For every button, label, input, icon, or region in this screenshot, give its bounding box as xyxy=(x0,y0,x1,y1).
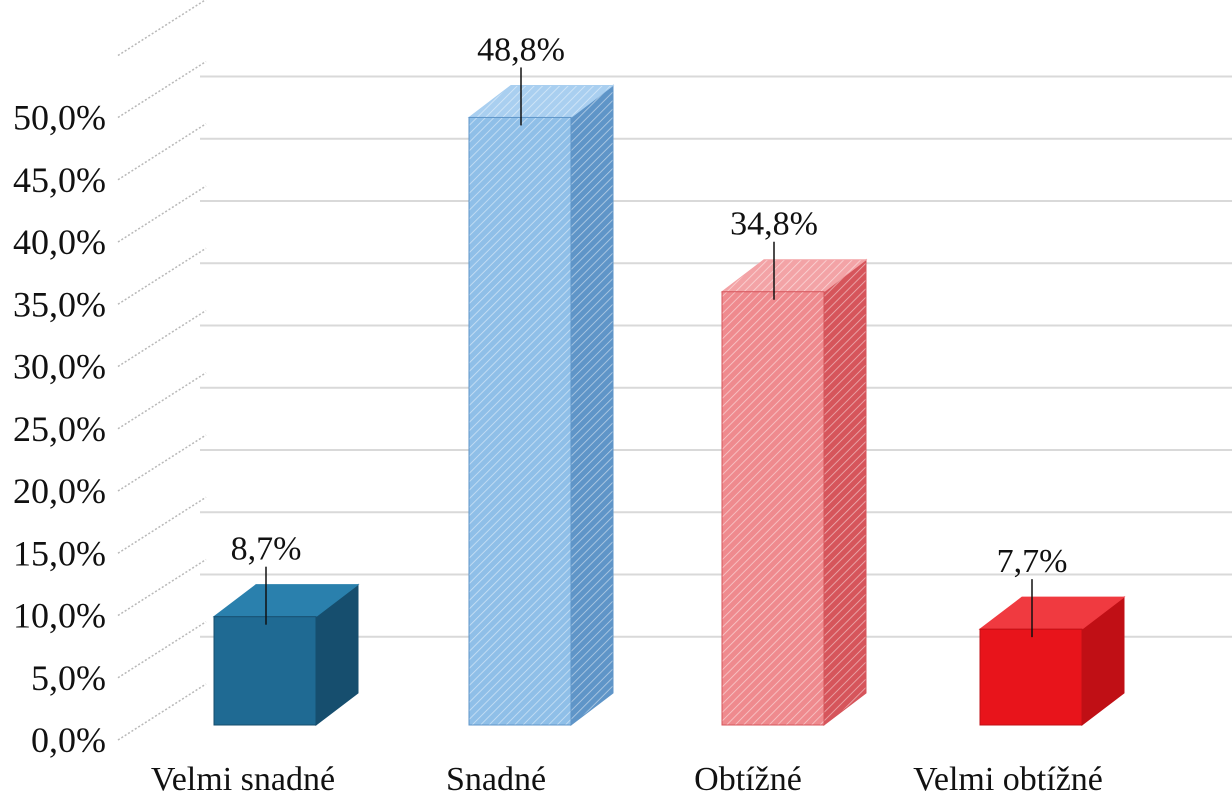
x-category-label: Velmi snadné xyxy=(151,761,335,798)
y-tick-label: 0,0% xyxy=(31,720,106,760)
x-axis-labels: Velmi snadné Snadné Obtížné Velmi obtížné xyxy=(151,761,1103,798)
y-tick-mark xyxy=(117,372,207,430)
bar-velmi-snadné: 8,7% xyxy=(212,531,360,727)
bar-front-face xyxy=(213,616,317,726)
bar-side-face xyxy=(823,258,867,727)
bar-snadné: 48,8% xyxy=(467,31,615,727)
y-tick-mark xyxy=(117,434,207,492)
data-label: 7,7% xyxy=(997,543,1068,580)
x-category-label: Snadné xyxy=(446,761,546,798)
y-tick-mark xyxy=(117,247,207,305)
y-tick-mark xyxy=(117,309,207,368)
y-tick-label: 40,0% xyxy=(13,222,106,262)
bar-front-face xyxy=(721,291,825,726)
bars: 8,7% 48,8% 34,8% 7,7% xyxy=(212,31,1126,727)
y-tick-label: 5,0% xyxy=(31,658,106,698)
data-label: 34,8% xyxy=(730,206,818,243)
y-tick-mark xyxy=(117,185,207,243)
y-axis-labels: 0,0% 5,0% 10,0% 15,0% 20,0% 25,0% 30,0% 35,0% 40… xyxy=(13,98,106,761)
y-axis-ticks xyxy=(117,0,207,741)
y-tick-mark xyxy=(117,683,207,741)
x-category-label: Obtížné xyxy=(694,761,802,798)
bar-side-face xyxy=(570,84,614,727)
data-label: 8,7% xyxy=(231,531,302,568)
bar-front-face xyxy=(979,628,1083,726)
y-tick-mark xyxy=(117,621,207,679)
y-tick-label: 30,0% xyxy=(13,347,106,387)
x-category-label: Velmi obtížné xyxy=(913,761,1103,798)
y-tick-mark xyxy=(117,496,207,554)
data-label: 48,8% xyxy=(477,31,565,68)
y-tick-mark xyxy=(117,558,207,617)
y-tick-label: 20,0% xyxy=(13,471,106,511)
y-tick-mark xyxy=(117,0,207,57)
y-tick-mark xyxy=(117,60,207,119)
bar-velmi-obtížné: 7,7% xyxy=(978,543,1126,727)
y-tick-label: 50,0% xyxy=(13,98,106,138)
gridlines xyxy=(200,75,1232,638)
bar-obtížné: 34,8% xyxy=(720,206,868,727)
y-tick-label: 35,0% xyxy=(13,284,106,324)
y-tick-label: 45,0% xyxy=(13,160,106,200)
y-tick-label: 25,0% xyxy=(13,409,106,449)
y-tick-label: 15,0% xyxy=(13,533,106,573)
y-tick-label: 10,0% xyxy=(13,596,106,636)
bar-front-face xyxy=(468,116,572,726)
y-tick-mark xyxy=(117,123,207,181)
